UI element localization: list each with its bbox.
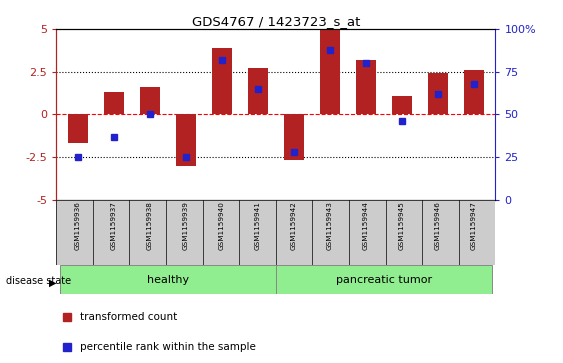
Bar — [276, 265, 492, 294]
Title: GDS4767 / 1423723_s_at: GDS4767 / 1423723_s_at — [191, 15, 360, 28]
Text: disease state: disease state — [6, 276, 71, 286]
Bar — [212, 48, 232, 114]
Text: GSM1159944: GSM1159944 — [363, 201, 369, 250]
Bar — [356, 60, 376, 114]
Text: GSM1159943: GSM1159943 — [327, 201, 333, 250]
Text: GSM1159940: GSM1159940 — [219, 201, 225, 250]
Bar — [284, 114, 304, 160]
Bar — [60, 265, 276, 294]
Text: GSM1159938: GSM1159938 — [147, 201, 153, 250]
Text: pancreatic tumor: pancreatic tumor — [336, 274, 432, 285]
Bar — [464, 70, 484, 114]
Text: GSM1159937: GSM1159937 — [111, 201, 117, 250]
Text: GSM1159947: GSM1159947 — [471, 201, 477, 250]
Text: ▶: ▶ — [49, 277, 56, 287]
Bar — [320, 29, 339, 114]
Bar — [104, 92, 124, 114]
Bar — [248, 68, 268, 114]
Text: GSM1159946: GSM1159946 — [435, 201, 441, 250]
Text: GSM1159941: GSM1159941 — [255, 201, 261, 250]
Text: GSM1159936: GSM1159936 — [75, 201, 81, 250]
Bar — [68, 114, 88, 143]
Text: transformed count: transformed count — [81, 312, 178, 322]
Bar — [140, 87, 160, 114]
Text: percentile rank within the sample: percentile rank within the sample — [81, 342, 256, 352]
Bar — [176, 114, 196, 166]
Text: GSM1159939: GSM1159939 — [183, 201, 189, 250]
Bar — [428, 73, 448, 114]
Text: healthy: healthy — [147, 274, 189, 285]
Text: GSM1159942: GSM1159942 — [291, 201, 297, 250]
Text: GSM1159945: GSM1159945 — [399, 201, 405, 250]
Bar — [392, 95, 412, 114]
